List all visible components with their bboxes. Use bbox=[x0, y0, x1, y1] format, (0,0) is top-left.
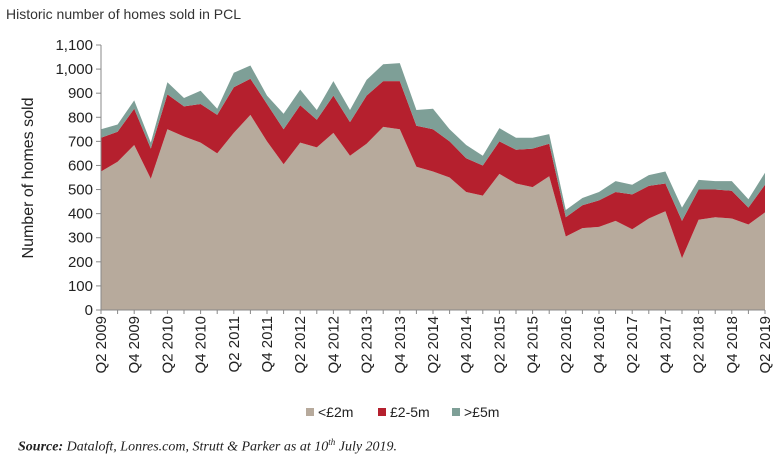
y-axis-title: Number of homes sold bbox=[20, 98, 37, 259]
y-tick-label: 1,000 bbox=[55, 61, 93, 78]
y-tick-label: 800 bbox=[68, 109, 93, 126]
y-tick-label: 900 bbox=[68, 85, 93, 102]
x-tick-label: Q2 2016 bbox=[558, 316, 575, 374]
area-series-1 bbox=[101, 114, 765, 311]
legend-label-1: <£2m bbox=[318, 404, 353, 420]
y-tick-label: 500 bbox=[68, 182, 93, 199]
x-tick-label: Q4 2015 bbox=[525, 316, 542, 374]
y-tick-label: 600 bbox=[68, 157, 93, 174]
area-series-2 bbox=[101, 78, 765, 259]
x-tick-label: Q2 2013 bbox=[359, 316, 376, 374]
x-axis: Q2 2009 Q4 2009 Q2 2010 Q4 2010 Q2 2011 Q4 20… bbox=[93, 309, 774, 374]
x-tick-label: Q2 2010 bbox=[159, 316, 176, 374]
legend-label-2: £2-5m bbox=[390, 404, 430, 420]
chart-title: Historic number of homes sold in PCL bbox=[6, 6, 241, 22]
legend-label-3: >£5m bbox=[464, 404, 499, 420]
x-tick-label: Q2 2017 bbox=[624, 316, 641, 374]
y-tick-label: 200 bbox=[68, 254, 93, 271]
x-tick-label: Q4 2011 bbox=[259, 316, 276, 372]
x-tick-label: Q2 2012 bbox=[292, 316, 309, 374]
series-areas bbox=[101, 63, 765, 311]
x-tick-label: Q4 2014 bbox=[458, 316, 475, 374]
source-date: July 2019. bbox=[335, 439, 398, 455]
area-series-3 bbox=[101, 63, 765, 221]
y-tick-label: 300 bbox=[68, 230, 93, 247]
x-tick-label: Q4 2017 bbox=[657, 316, 674, 374]
x-tick-label: Q2 2009 bbox=[93, 316, 110, 374]
y-tick-label: 0 bbox=[85, 302, 93, 319]
legend-swatch-2 bbox=[378, 408, 386, 416]
source-text: Dataloft, Lonres.com, Strutt & Parker as… bbox=[66, 439, 329, 455]
x-tick-label: Q4 2013 bbox=[392, 316, 409, 374]
x-tick-label: Q4 2018 bbox=[724, 316, 741, 374]
x-tick-label: Q2 2018 bbox=[691, 316, 708, 374]
x-tick-label: Q4 2012 bbox=[325, 316, 342, 374]
source-superscript: th bbox=[328, 437, 336, 447]
x-tick-label: Q2 2019 bbox=[757, 316, 774, 374]
legend-swatch-1 bbox=[306, 408, 314, 416]
x-tick-label: Q4 2009 bbox=[126, 316, 143, 374]
x-tick-label: Q2 2011 bbox=[226, 316, 243, 372]
y-tick-label: 1,100 bbox=[55, 37, 93, 54]
legend: <£2m £2-5m >£5m bbox=[306, 404, 499, 420]
y-tick-label: 400 bbox=[68, 206, 93, 223]
source-label: Source: bbox=[18, 439, 64, 455]
x-tick-label: Q2 2015 bbox=[491, 316, 508, 374]
legend-swatch-3 bbox=[452, 408, 460, 416]
y-tick-label: 700 bbox=[68, 133, 93, 150]
y-axis: 0 100 200 300 400 500 600 700 800 900 1,000 1,100 bbox=[55, 37, 102, 319]
y-tick-label: 100 bbox=[68, 278, 93, 295]
x-tick-label: Q2 2014 bbox=[425, 316, 442, 374]
source-note: Source: Dataloft, Lonres.com, Strutt & P… bbox=[18, 437, 397, 456]
x-tick-label: Q4 2016 bbox=[591, 316, 608, 374]
x-tick-label: Q4 2010 bbox=[193, 316, 210, 374]
